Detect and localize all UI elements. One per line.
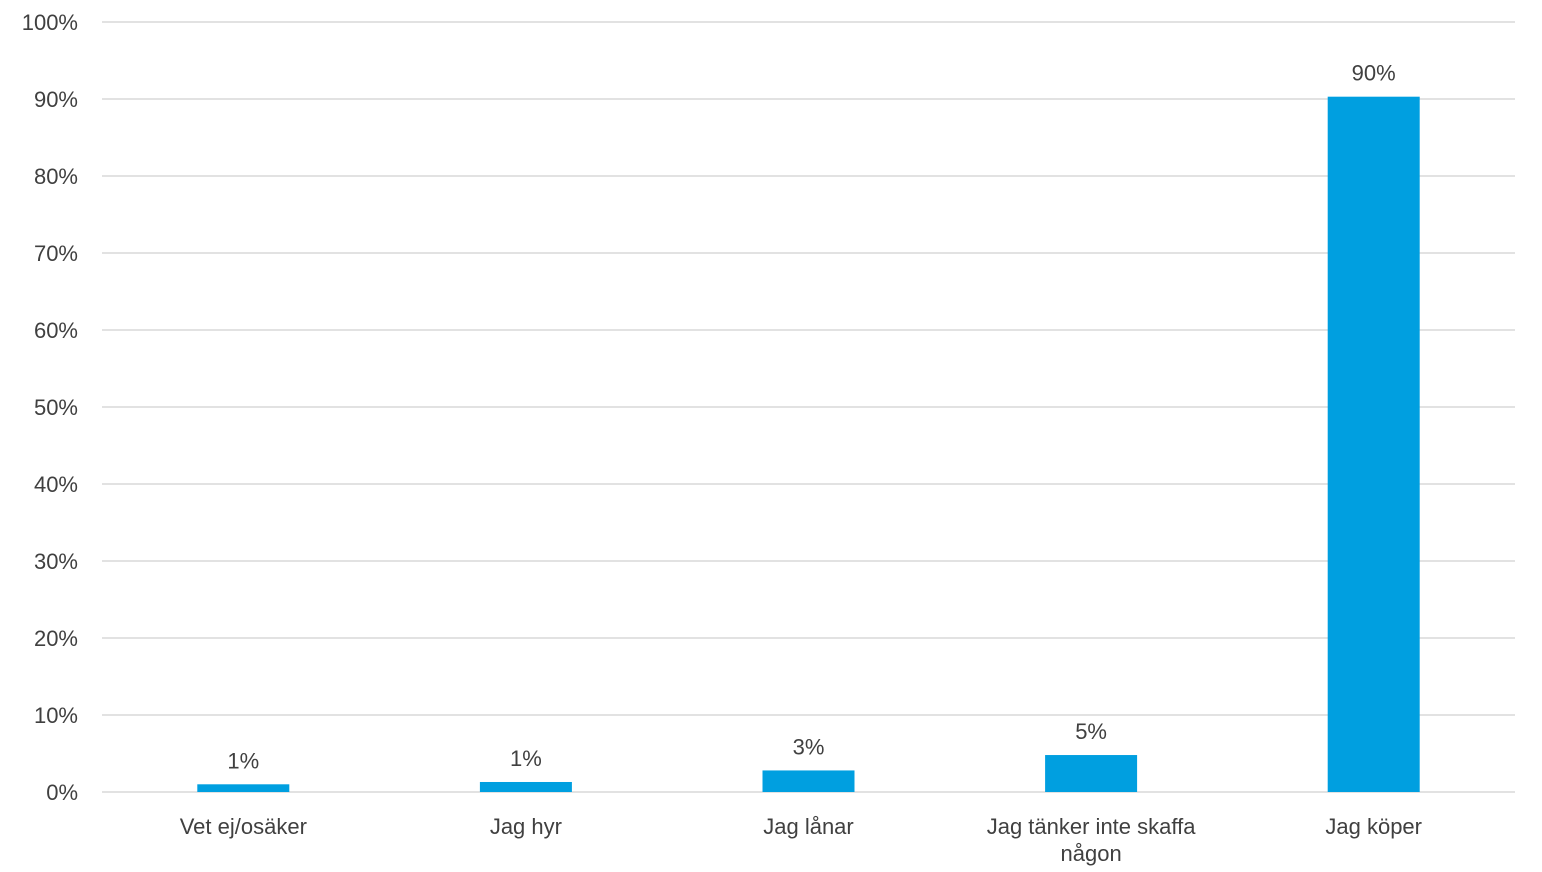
bar xyxy=(762,770,855,792)
x-tick-label: Jag köper xyxy=(1325,814,1422,839)
y-tick-label: 90% xyxy=(34,87,78,112)
data-label: 5% xyxy=(1075,719,1107,744)
y-tick-label: 70% xyxy=(34,241,78,266)
y-tick-label: 40% xyxy=(34,472,78,497)
x-tick-label: Jag tänker inte skaffa någon xyxy=(987,814,1196,866)
data-label: 90% xyxy=(1352,61,1396,86)
y-tick-label: 60% xyxy=(34,318,78,343)
bar xyxy=(479,781,572,792)
bars xyxy=(197,96,1420,792)
y-axis-tick-labels: 0% 10% 20% 30% 40% 50% 60% 70% 80% 90% 100% xyxy=(22,10,78,805)
y-tick-label: 30% xyxy=(34,549,78,574)
x-axis-tick-labels: Vet ej/osäker Jag hyr Jag lånar Jag tänker … xyxy=(180,814,1422,866)
bar xyxy=(197,784,290,792)
y-tick-label: 20% xyxy=(34,626,78,651)
y-tick-label: 10% xyxy=(34,703,78,728)
y-tick-label: 80% xyxy=(34,164,78,189)
data-label: 1% xyxy=(227,748,259,773)
y-tick-label: 100% xyxy=(22,10,78,35)
data-label: 1% xyxy=(510,746,542,771)
y-tick-label: 50% xyxy=(34,395,78,420)
x-tick-label: Jag lånar xyxy=(763,814,854,839)
bar xyxy=(1327,96,1420,792)
data-labels: 1% 1% 3% 5% 90% xyxy=(227,61,1395,774)
bar xyxy=(1045,755,1138,792)
gridlines xyxy=(102,21,1515,793)
data-label: 3% xyxy=(793,734,825,759)
y-tick-label: 0% xyxy=(46,780,78,805)
x-tick-label: Vet ej/osäker xyxy=(180,814,307,839)
x-tick-label: Jag hyr xyxy=(490,814,562,839)
